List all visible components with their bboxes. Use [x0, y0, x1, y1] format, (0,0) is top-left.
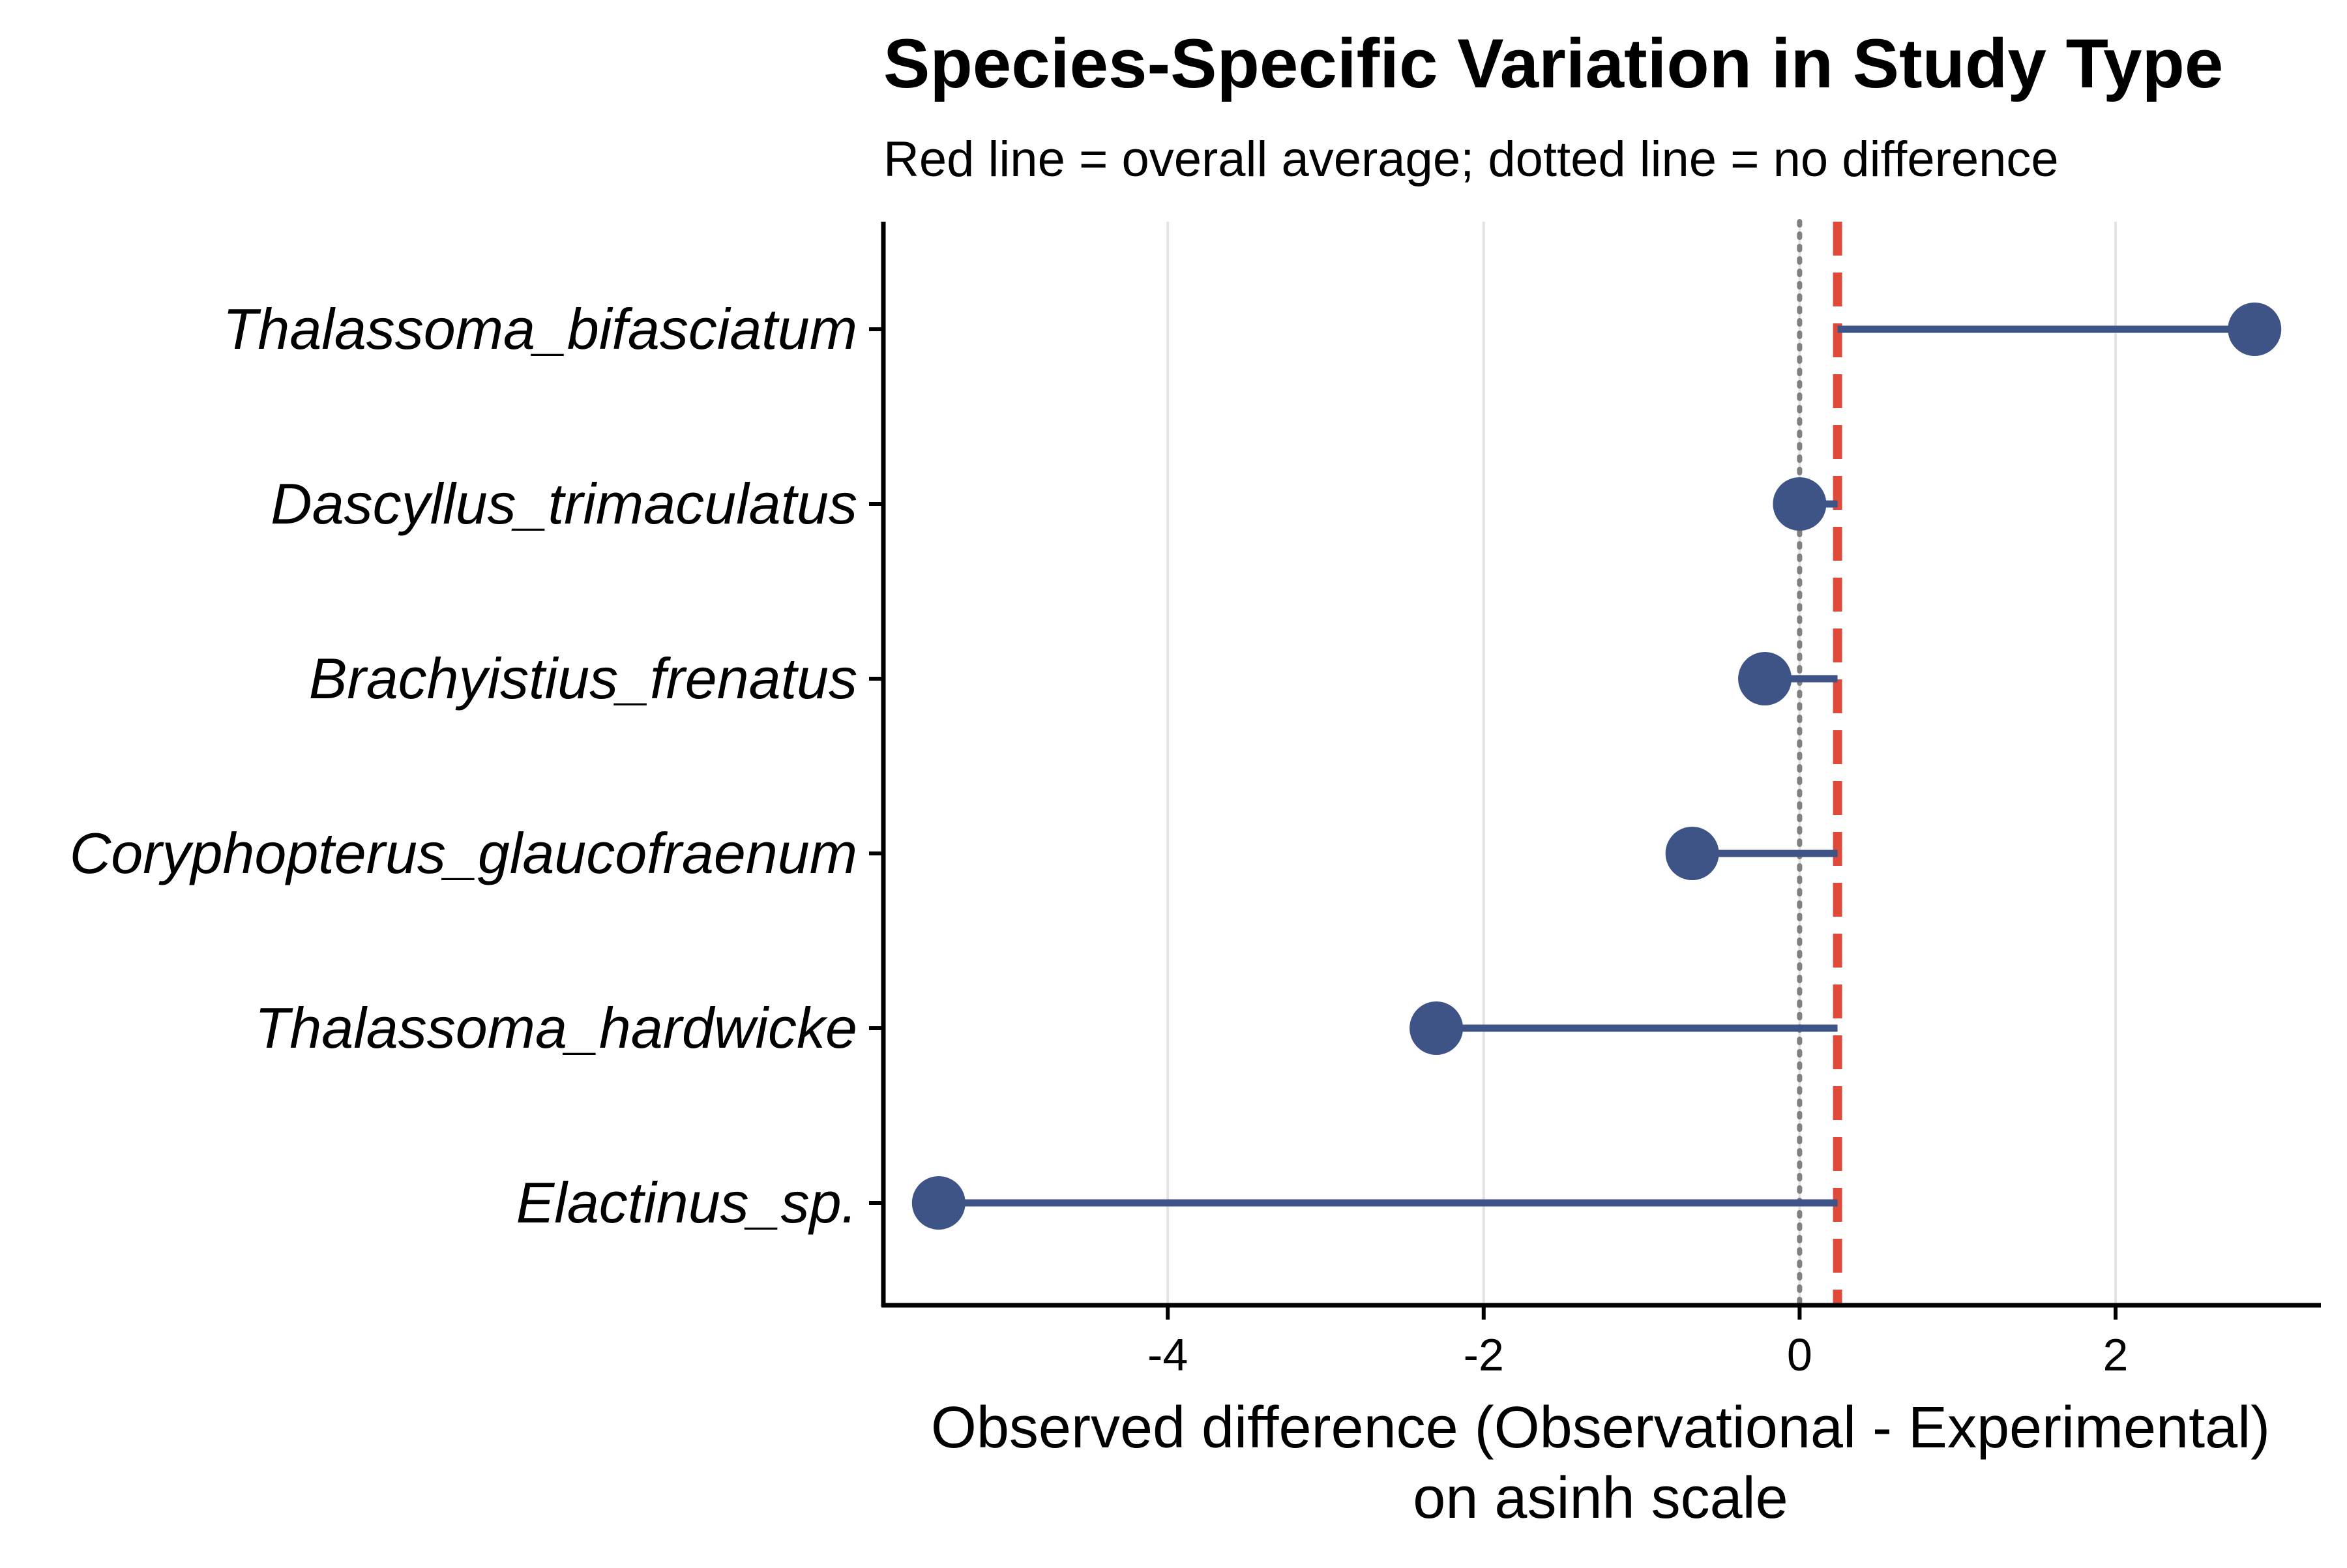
reference-lines — [1797, 219, 1842, 1308]
point-Brachyistius_frenatus — [1738, 652, 1792, 705]
axes — [869, 222, 2321, 1320]
point-Dascyllus_trimaculatus — [1773, 477, 1827, 531]
chart-subtitle: Red line = overall average; dotted line … — [883, 132, 2059, 187]
x-tick-label-0: -4 — [1147, 1329, 1188, 1380]
point-Thalassoma_hardwicke — [1410, 1001, 1464, 1055]
y-category-label-1: Dascyllus_trimaculatus — [271, 471, 857, 536]
x-axis-title-line-2: on asinh scale — [1413, 1466, 1788, 1531]
data-marks — [911, 303, 2282, 1230]
x-tick-label-2: 0 — [1787, 1329, 1812, 1380]
y-category-label-5: Elactinus_sp. — [516, 1170, 857, 1235]
y-category-label-2: Brachyistius_frenatus — [309, 646, 857, 711]
y-category-label-0: Thalassoma_bifasciatum — [223, 297, 857, 361]
point-Thalassoma_bifasciatum — [2228, 303, 2282, 356]
x-tick-label-1: -2 — [1464, 1329, 1504, 1380]
y-category-label-3: Coryphopterus_glaucofraenum — [70, 821, 857, 885]
labels: Observed difference (Observational - Exp… — [70, 297, 2270, 1531]
grid-layer — [1166, 222, 2117, 1305]
chart-title: Species-Specific Variation in Study Type — [883, 24, 2223, 102]
x-tick-label-3: 2 — [2103, 1329, 2129, 1380]
y-category-label-4: Thalassoma_hardwicke — [255, 996, 857, 1060]
point-Coryphopterus_glaucofraenum — [1665, 827, 1719, 880]
point-Elactinus_sp. — [911, 1176, 966, 1230]
x-axis-title-line-1: Observed difference (Observational - Exp… — [931, 1395, 2270, 1460]
